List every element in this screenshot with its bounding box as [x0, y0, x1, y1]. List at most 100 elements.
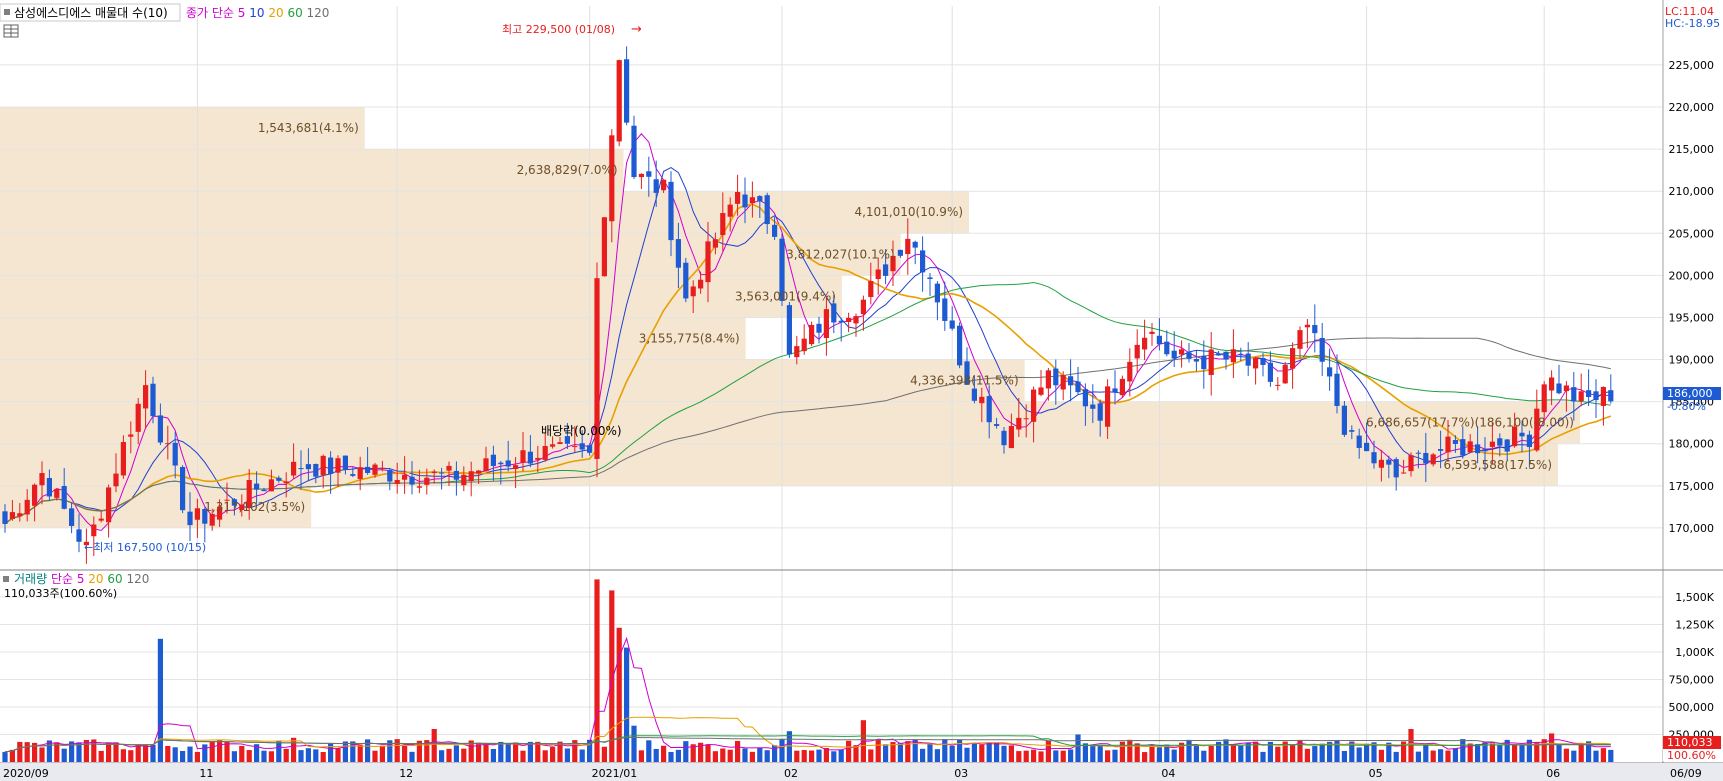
- volume-bar: [1423, 743, 1429, 762]
- volume-bar: [328, 743, 334, 762]
- candle-body: [483, 458, 489, 472]
- candle-body: [823, 309, 829, 339]
- volume-bar: [231, 751, 237, 762]
- volume-bar: [1497, 744, 1503, 762]
- candle-body: [1608, 390, 1614, 402]
- volume-bar: [875, 739, 881, 762]
- legend-item[interactable]: 종가 단순 5: [186, 6, 249, 20]
- candle-body: [9, 512, 15, 519]
- volume-legend-icon: [3, 576, 9, 582]
- volume-bar: [616, 627, 622, 762]
- volume-bar: [1356, 747, 1362, 762]
- volume-bar: [32, 742, 38, 762]
- candle-body: [712, 239, 718, 248]
- candle-body: [1312, 325, 1318, 334]
- candle-body: [638, 173, 644, 178]
- volume-bar: [1282, 741, 1288, 762]
- volume-bar: [187, 746, 193, 762]
- volume-bar: [61, 748, 67, 762]
- volume-bar: [653, 748, 659, 762]
- time-tick-label: 03: [954, 767, 968, 780]
- volume-bar: [727, 749, 733, 762]
- candle-body: [1053, 368, 1059, 386]
- price-tick-label: 220,000: [1669, 101, 1715, 114]
- legend-item[interactable]: 단순 5: [51, 572, 88, 586]
- candle-body: [128, 434, 134, 437]
- current-change: -0.80%: [1667, 400, 1706, 413]
- candle-body: [1097, 403, 1103, 421]
- legend-item[interactable]: 거래량: [14, 572, 51, 586]
- candle-body: [979, 396, 985, 404]
- volume-bar: [1045, 740, 1051, 762]
- candle-body: [24, 499, 30, 515]
- volume-ma-line-20: [4, 716, 1611, 753]
- volume-bar: [905, 741, 911, 762]
- legend-item[interactable]: 60: [107, 572, 126, 586]
- legend-item[interactable]: 60: [287, 6, 306, 20]
- candle-body: [1075, 381, 1081, 393]
- candle-body: [735, 191, 741, 204]
- volume-bar: [468, 740, 474, 762]
- volume-bar: [631, 725, 637, 762]
- volume-bar: [224, 741, 230, 762]
- legend-item[interactable]: 10: [249, 6, 268, 20]
- volume-bar: [157, 638, 163, 762]
- legend-item[interactable]: 20: [268, 6, 287, 20]
- candle-body: [661, 179, 667, 191]
- volume-bar: [143, 745, 149, 762]
- candle-body: [683, 262, 689, 299]
- candle-body: [653, 179, 659, 193]
- volume-bar: [1467, 743, 1473, 762]
- volume-tick-label: 1,250K: [1675, 619, 1714, 632]
- volume-bar: [942, 739, 948, 762]
- price-legend[interactable]: 종가 단순 5 10 20 60 120: [186, 6, 329, 20]
- volume-bar: [1378, 749, 1384, 762]
- price-tick-label: 225,000: [1669, 59, 1715, 72]
- volume-bar: [1371, 742, 1377, 762]
- legend-item[interactable]: 120: [307, 6, 330, 20]
- candle-body: [860, 299, 866, 315]
- volume-bar: [705, 744, 711, 762]
- candle-body: [1282, 364, 1288, 384]
- volume-bar: [1216, 741, 1222, 762]
- volume-legend[interactable]: 거래량 단순 5 20 60 120: [14, 572, 149, 586]
- time-tick-label: 06: [1546, 767, 1560, 780]
- volume-bar: [298, 750, 304, 762]
- volume-bar: [54, 742, 60, 762]
- volume-bar: [1119, 741, 1125, 762]
- candle-body: [675, 239, 681, 268]
- candle-body: [646, 171, 652, 177]
- volume-bar: [379, 745, 385, 762]
- candle-body: [513, 465, 519, 470]
- candle-body: [1304, 324, 1310, 328]
- volume-tick-label: 750,000: [1669, 674, 1715, 687]
- candle-body: [1267, 362, 1273, 382]
- candle-body: [786, 305, 792, 355]
- volume-bar: [453, 745, 459, 762]
- volume-bar: [202, 744, 208, 762]
- legend-item[interactable]: 120: [126, 572, 149, 586]
- volume-bar: [883, 744, 889, 762]
- volume-bar: [357, 744, 363, 762]
- volume-bar: [749, 751, 755, 762]
- time-axis-band: [0, 763, 1723, 781]
- legend-item[interactable]: 20: [88, 572, 107, 586]
- candle-body: [379, 467, 385, 470]
- volume-bar: [1023, 750, 1029, 762]
- volume-profile-bar: [0, 275, 842, 318]
- candle-body: [254, 483, 260, 490]
- volume-bar: [446, 748, 452, 762]
- volume-bar: [542, 750, 548, 762]
- candle-body: [1327, 367, 1333, 377]
- volume-bar: [9, 749, 15, 762]
- stock-label-box[interactable]: [0, 3, 181, 22]
- candle-body: [1512, 426, 1518, 447]
- volume-bar: [268, 751, 274, 762]
- volume-bar: [1260, 751, 1266, 762]
- candle-body: [1201, 355, 1207, 370]
- volume-bar: [897, 742, 903, 762]
- candle-body: [742, 194, 748, 208]
- candle-body: [1119, 378, 1125, 396]
- candle-body: [1349, 430, 1355, 432]
